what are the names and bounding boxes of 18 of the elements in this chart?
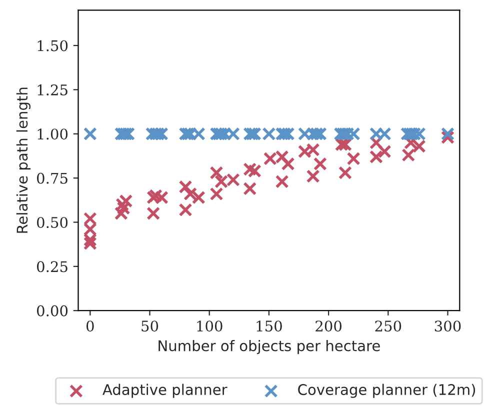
- x-tick-label: 250: [375, 320, 402, 332]
- y-tick-label: 1.25: [38, 84, 68, 96]
- x-axis-title: Number of objects per hectare: [158, 340, 380, 354]
- legend-label: Adaptive planner: [102, 384, 228, 398]
- x-tick-label: 0: [86, 320, 94, 332]
- x-tick-label: 200: [316, 320, 342, 332]
- y-tick-label: 1.00: [38, 128, 68, 140]
- x-tick-label: 50: [142, 320, 158, 332]
- y-tick-label: 0.75: [37, 172, 68, 184]
- x-tick-label: 100: [197, 320, 222, 332]
- y-tick-label: 1.50: [38, 40, 68, 52]
- x-tick-label: 150: [256, 320, 282, 332]
- y-tick-label: 0.25: [37, 261, 68, 272]
- y-tick-label: 0.50: [37, 216, 68, 228]
- legend-label: Coverage planner (12m): [298, 384, 476, 398]
- y-tick-label: 0.00: [37, 305, 68, 316]
- y-axis-title: Relative path length: [16, 88, 30, 233]
- x-tick-label: 300: [434, 320, 461, 332]
